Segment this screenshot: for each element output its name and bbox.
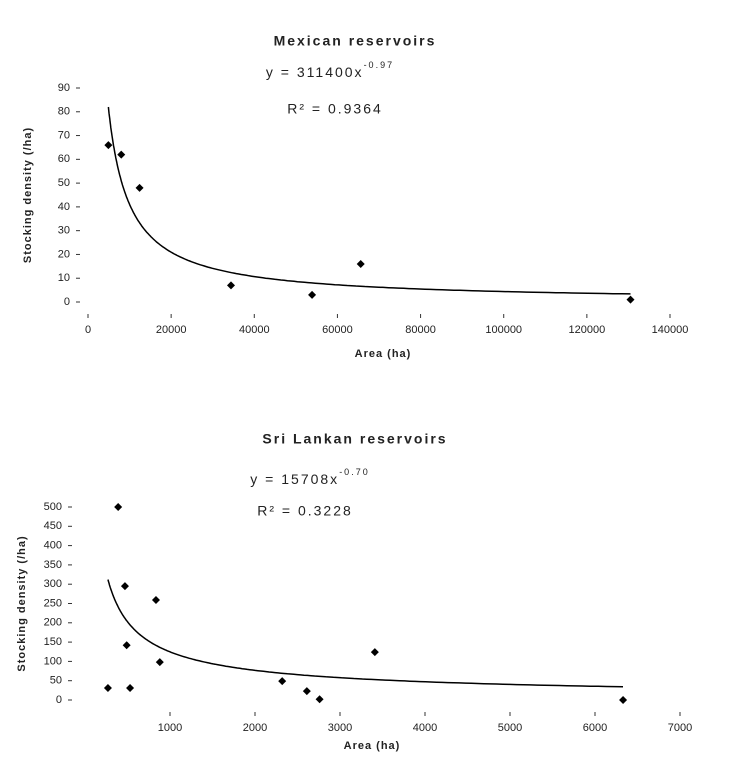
y-tick-label: 100	[44, 655, 62, 667]
chart-title: Sri Lankan reservoirs	[262, 431, 447, 447]
point	[302, 687, 311, 696]
point	[278, 677, 287, 686]
trendline	[107, 579, 624, 688]
r-squared: R² = 0.9364	[287, 101, 383, 117]
y-tick-label: 50	[58, 177, 70, 189]
equation: y = 15708x-0.70	[250, 467, 369, 486]
equation-exponent: -0.70	[339, 467, 370, 477]
chart: Mexican reservoirs y = 311400x-0.97 R² = 0…	[22, 33, 688, 360]
point	[155, 658, 164, 667]
y-tick-label: 50	[50, 675, 62, 687]
x-tick-label: 20000	[156, 324, 187, 336]
y-tick-label: 300	[44, 578, 62, 590]
x-tick-label: 2000	[243, 722, 267, 734]
x-tick-label: 5000	[498, 722, 522, 734]
point	[135, 183, 144, 192]
equation-exponent: -0.97	[364, 60, 395, 70]
y-tick-label: 0	[56, 694, 62, 706]
y-tick-label: 70	[58, 129, 70, 141]
point	[126, 684, 135, 693]
y-tick-label: 350	[44, 559, 62, 571]
y-tick-label: 30	[58, 225, 70, 237]
x-tick-label: 100000	[485, 324, 522, 336]
y-tick-label: 250	[44, 597, 62, 609]
x-tick-label: 120000	[568, 324, 605, 336]
x-tick-label: 80000	[405, 324, 436, 336]
y-tick-label: 450	[44, 520, 62, 532]
chart: Sri Lankan reservoirs y = 15708x-0.70 R² =…	[16, 431, 692, 752]
y-tick-label: 20	[58, 248, 70, 260]
x-axis-label: Area (ha)	[355, 348, 412, 360]
y-tick-label: 400	[44, 540, 62, 552]
y-tick-label: 40	[58, 201, 70, 213]
point	[104, 141, 113, 150]
y-tick-label: 80	[58, 106, 70, 118]
y-tick-label: 0	[64, 296, 70, 308]
point	[120, 582, 129, 591]
y-tick-label: 10	[58, 272, 70, 284]
point	[315, 695, 324, 704]
point	[619, 696, 628, 704]
y-tick-label: 500	[44, 501, 62, 513]
point	[227, 281, 236, 290]
y-tick-label: 200	[44, 617, 62, 629]
y-tick-label: 90	[58, 82, 70, 94]
equation: y = 311400x-0.97	[266, 60, 394, 79]
trendline	[107, 106, 631, 295]
equation-base: y = 15708x	[250, 471, 339, 487]
x-tick-label: 60000	[322, 324, 353, 336]
x-tick-label: 1000	[158, 722, 182, 734]
x-tick-label: 6000	[583, 722, 607, 734]
x-tick-label: 3000	[328, 722, 352, 734]
x-tick-label: 40000	[239, 324, 270, 336]
point	[370, 648, 379, 657]
point	[103, 684, 112, 693]
x-tick-label: 140000	[652, 324, 689, 336]
point	[117, 150, 126, 159]
x-axis-label: Area (ha)	[344, 740, 401, 752]
y-tick-label: 60	[58, 153, 70, 165]
r-squared: R² = 0.3228	[257, 503, 353, 519]
y-tick-label: 150	[44, 636, 62, 648]
x-tick-label: 0	[85, 324, 91, 336]
point	[308, 290, 317, 299]
point	[122, 641, 131, 650]
y-axis-label: Stocking density (/ha)	[16, 535, 28, 671]
point	[151, 596, 160, 605]
equation-base: y = 311400x	[266, 64, 364, 80]
chart-title: Mexican reservoirs	[274, 33, 437, 49]
x-tick-label: 7000	[668, 722, 692, 734]
point	[356, 259, 365, 268]
point	[626, 295, 635, 304]
y-axis-label: Stocking density (/ha)	[22, 127, 34, 263]
point	[114, 503, 123, 511]
x-tick-label: 4000	[413, 722, 437, 734]
